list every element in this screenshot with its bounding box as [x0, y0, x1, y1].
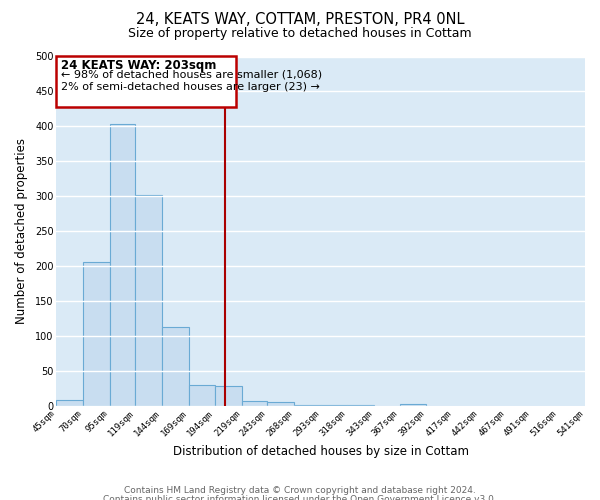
Text: Contains public sector information licensed under the Open Government Licence v3: Contains public sector information licen…: [103, 495, 497, 500]
X-axis label: Distribution of detached houses by size in Cottam: Distribution of detached houses by size …: [173, 444, 469, 458]
Bar: [56, 400, 83, 406]
Bar: [320, 405, 347, 406]
Bar: [110, 124, 135, 406]
Bar: [294, 405, 320, 406]
Text: 2% of semi-detached houses are larger (23) →: 2% of semi-detached houses are larger (2…: [61, 82, 319, 92]
Bar: [242, 400, 268, 406]
Text: 24 KEATS WAY: 203sqm: 24 KEATS WAY: 203sqm: [61, 58, 216, 71]
Bar: [83, 262, 110, 406]
Text: ← 98% of detached houses are smaller (1,068): ← 98% of detached houses are smaller (1,…: [61, 70, 322, 80]
Y-axis label: Number of detached properties: Number of detached properties: [15, 138, 28, 324]
Bar: [56, 56, 236, 107]
Bar: [400, 404, 426, 406]
Bar: [162, 326, 188, 406]
Text: 24, KEATS WAY, COTTAM, PRESTON, PR4 0NL: 24, KEATS WAY, COTTAM, PRESTON, PR4 0NL: [136, 12, 464, 28]
Bar: [347, 405, 374, 406]
Bar: [188, 384, 215, 406]
Bar: [268, 402, 294, 406]
Text: Size of property relative to detached houses in Cottam: Size of property relative to detached ho…: [128, 28, 472, 40]
Text: Contains HM Land Registry data © Crown copyright and database right 2024.: Contains HM Land Registry data © Crown c…: [124, 486, 476, 495]
Bar: [135, 194, 162, 406]
Bar: [215, 386, 242, 406]
